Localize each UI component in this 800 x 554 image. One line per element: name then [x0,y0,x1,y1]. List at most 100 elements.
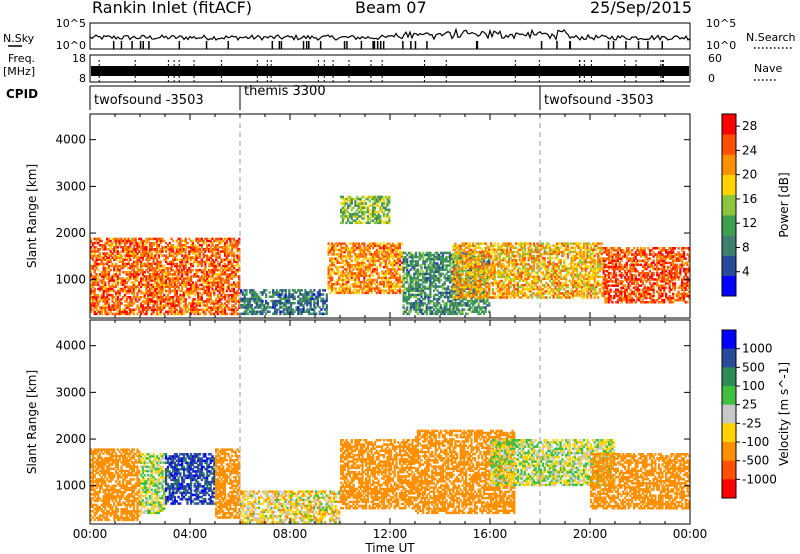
data-cell [418,279,421,282]
data-cell [375,242,378,245]
data-cell [413,253,416,257]
data-cell [161,291,164,295]
data-cell [225,266,228,270]
data-cell [111,248,114,251]
data-cell [477,296,480,299]
data-cell [170,296,173,299]
data-cell [104,244,107,247]
data-cell [482,302,486,305]
data-cell [123,244,127,247]
data-cell [138,296,141,299]
data-cell [270,295,273,298]
data-cell [191,262,194,266]
data-cell [431,281,434,284]
data-cell [191,287,194,291]
data-cell [266,306,269,309]
data-cell [177,271,180,274]
data-cell [427,258,430,261]
data-cell [284,299,287,303]
data-cell [129,252,132,255]
data-cell [106,277,109,280]
data-cell [502,285,505,289]
data-cell [190,306,193,309]
data-cell [198,296,202,299]
data-cell [368,217,371,220]
data-cell [263,310,266,313]
data-cell [457,279,461,283]
data-cell [423,262,427,265]
data-cell [168,296,171,299]
data-cell [398,257,402,260]
data-cell [98,285,102,289]
data-cell [225,252,228,255]
data-cell [393,259,396,262]
data-cell [93,262,96,266]
data-cell [215,310,218,314]
data-cell [227,281,230,284]
data-cell [231,283,234,286]
data-cell [90,298,93,301]
data-cell [456,302,459,305]
data-cell [331,283,334,286]
data-cell [450,287,453,290]
data-cell [236,281,239,284]
data-cell [477,310,480,313]
data-cell [216,252,219,255]
data-cell [386,195,389,199]
data-cell [436,262,439,265]
data-cell [223,250,227,253]
data-cell [461,312,464,316]
data-cell [231,312,234,316]
data-cell [502,259,505,262]
data-cell [366,221,369,225]
data-cell [395,291,398,295]
data-cell [222,277,225,280]
freq-tick-top: 18 [72,52,86,65]
data-cell [302,295,305,298]
data-cell [456,277,459,281]
data-cell [415,264,418,267]
data-cell [211,241,214,245]
data-cell [372,270,375,273]
data-cell [447,308,450,311]
data-cell [163,298,166,301]
data-cell [427,295,430,299]
data-cell [115,273,118,276]
data-cell [454,281,457,285]
data-cell [223,296,227,299]
data-cell [123,241,127,245]
data-cell [127,287,130,291]
data-cell [484,246,487,249]
data-cell [365,272,368,275]
data-cell [136,262,139,266]
data-cell [447,255,450,259]
data-cell [109,254,112,257]
data-cell [354,202,357,205]
data-cell [402,310,405,313]
data-cell [306,310,309,313]
data-cell [390,253,393,256]
data-cell [168,283,171,286]
data-cell [238,277,241,280]
data-cell [243,297,246,301]
data-cell [150,268,153,272]
data-cell [129,254,132,257]
data-cell [423,285,427,288]
data-cell [132,252,136,255]
data-cell [154,262,157,266]
data-cell [468,244,471,247]
data-cell [323,301,327,305]
data-cell [216,296,219,299]
data-cell [157,291,161,295]
data-cell [463,261,466,264]
data-cell [365,210,368,214]
data-cell [195,260,198,264]
data-cell [341,208,344,212]
data-cell [113,248,116,251]
data-cell [409,295,412,299]
data-cell [238,312,241,316]
data-cell [136,275,139,278]
data-cell [145,291,148,295]
data-cell [481,294,484,297]
data-cell [186,281,189,284]
